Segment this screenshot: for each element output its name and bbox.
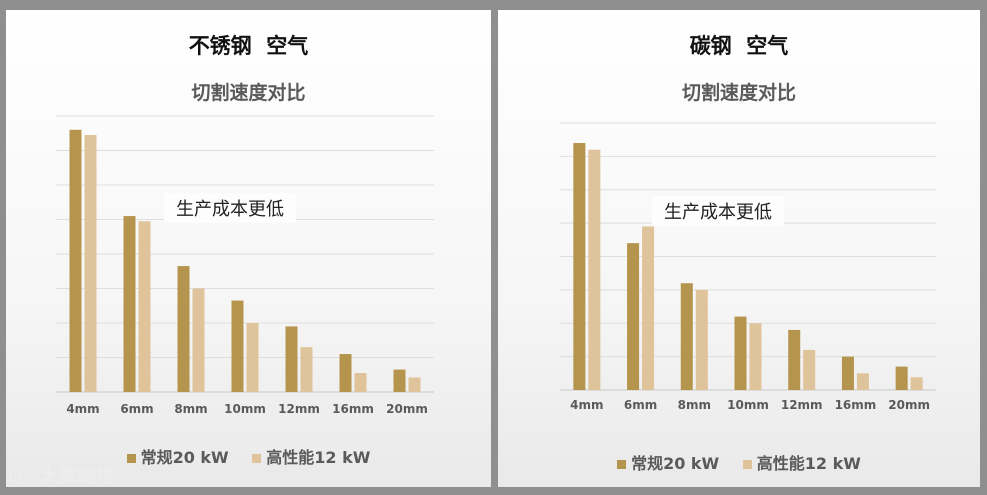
chart-annotation: 生产成本更低 <box>164 193 296 223</box>
legend-item-standard: 常规20 kW <box>126 444 229 468</box>
watermark-text: 大数跨境 <box>40 466 117 487</box>
x-tick-label: 20mm <box>386 402 428 416</box>
bar-10mm-standard <box>734 316 747 390</box>
bar-20mm-high-performance <box>910 377 923 390</box>
bar-8mm-standard <box>177 266 190 392</box>
bar-4mm-high-performance <box>84 134 97 392</box>
bar-4mm-standard <box>69 129 82 393</box>
x-tick-label: 16mm <box>332 402 374 416</box>
legend-item-high-performance: 高性能12 kW <box>252 444 370 468</box>
chart-title: 碳钢 空气 <box>689 34 789 58</box>
legend-item-high-performance: 高性能12 kW <box>742 450 861 474</box>
bar-20mm-standard <box>393 369 406 392</box>
bar-12mm-high-performance <box>803 349 816 390</box>
x-tick-label: 4mm <box>66 402 99 416</box>
x-tick-label: 10mm <box>727 398 769 412</box>
bar-12mm-high-performance <box>300 347 313 392</box>
bar-chart-stainless: 4mm 6mm 8mm 10mm 12mm 16mm 20mm <box>56 115 434 416</box>
bar-10mm-high-performance <box>749 323 762 390</box>
x-tick-label: 6mm <box>120 402 153 416</box>
legend-label-high-performance: 高性能12 kW <box>266 448 371 467</box>
chart-subtitle: 切割速度对比 <box>191 82 306 104</box>
bar-16mm-high-performance <box>856 373 869 390</box>
bar-16mm-standard <box>339 354 352 392</box>
bar-4mm-standard <box>573 143 586 390</box>
x-tick-label: 4mm <box>570 398 603 412</box>
bar-16mm-standard <box>841 356 854 390</box>
bar-6mm-standard <box>123 216 136 392</box>
chart-annotation: 生产成本更低 <box>652 196 784 226</box>
bar-12mm-standard <box>788 329 801 390</box>
bar-12mm-standard <box>285 326 298 392</box>
x-tick-label: 8mm <box>174 402 207 416</box>
bar-8mm-standard <box>680 283 693 390</box>
chart-panel-carbon: 碳钢 空气 切割速度对比 4mm 6mm 8mm 10mm 12mm 16mm 20mm 生… <box>498 10 980 487</box>
chart-legend: 常规20 kW 高性能12 kW <box>6 444 491 468</box>
chart-legend: 常规20 kW 高性能12 kW <box>498 450 980 474</box>
x-tick-label: 12mm <box>278 402 320 416</box>
bar-10mm-high-performance <box>246 323 259 392</box>
legend-swatch-standard <box>126 454 136 463</box>
bar-8mm-high-performance <box>192 288 205 392</box>
bar-chart-carbon: 4mm 6mm 8mm 10mm 12mm 16mm 20mm <box>560 122 936 412</box>
bar-6mm-high-performance <box>642 226 655 390</box>
legend-label-standard: 常规20 kW <box>631 454 720 473</box>
watermark-icon: ⅠⒸ <box>8 466 34 487</box>
bar-10mm-standard <box>231 300 244 392</box>
legend-item-standard: 常规20 kW <box>617 450 719 474</box>
chart-title: 不锈钢 空气 <box>188 34 309 58</box>
chart-panel-stainless: 不锈钢 空气 切割速度对比 4mm 6mm 8mm 10mm 12mm 16mm 20mm … <box>6 10 491 487</box>
bar-20mm-standard <box>895 366 908 390</box>
bar-6mm-standard <box>627 243 640 390</box>
bar-16mm-high-performance <box>354 373 367 392</box>
x-tick-label: 20mm <box>888 398 930 412</box>
legend-swatch-high-performance <box>742 460 752 469</box>
chart-subtitle: 切割速度对比 <box>681 82 796 104</box>
watermark-logo: ⅠⒸ 大数跨境 <box>8 462 116 488</box>
x-tick-label: 8mm <box>678 398 711 412</box>
legend-swatch-standard <box>617 460 627 469</box>
x-tick-label: 10mm <box>224 402 266 416</box>
x-tick-label: 6mm <box>624 398 657 412</box>
bar-20mm-high-performance <box>408 377 421 392</box>
legend-label-standard: 常规20 kW <box>140 448 229 467</box>
bar-8mm-high-performance <box>695 289 708 390</box>
x-tick-label: 16mm <box>835 398 877 412</box>
x-tick-label: 12mm <box>781 398 823 412</box>
legend-label-high-performance: 高性能12 kW <box>756 454 861 473</box>
bar-4mm-high-performance <box>588 149 601 390</box>
legend-swatch-high-performance <box>252 454 262 463</box>
bar-6mm-high-performance <box>138 221 151 392</box>
